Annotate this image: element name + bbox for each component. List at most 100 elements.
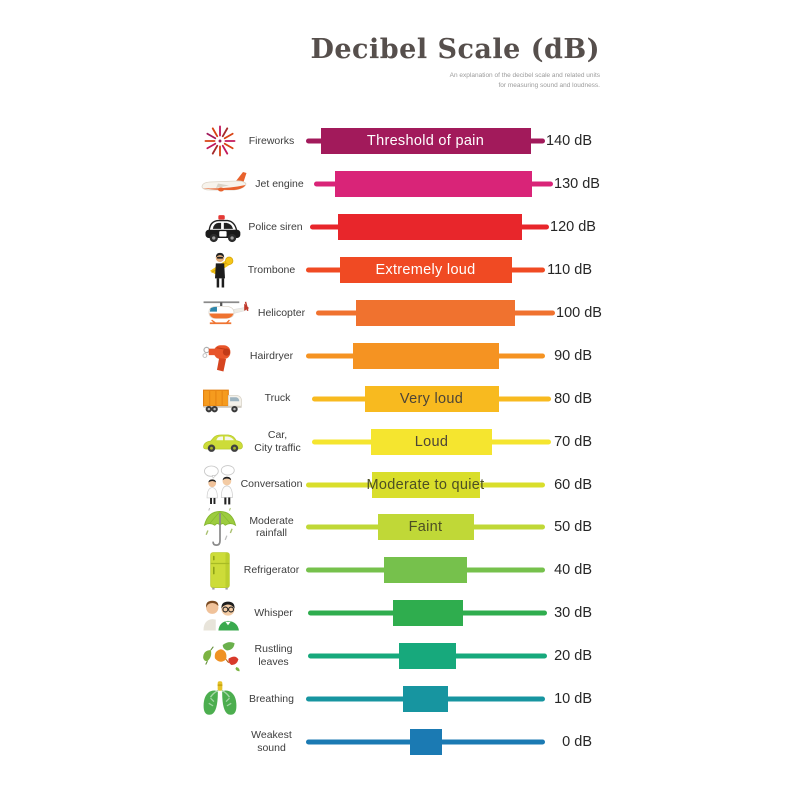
bar-track xyxy=(305,720,546,763)
source-icon-cell xyxy=(200,335,240,377)
decibel-row: Rustling leaves 20 dB xyxy=(200,635,592,678)
decibel-row: Truck Very loud 80 dB xyxy=(200,377,592,420)
db-value: 10 dB xyxy=(554,691,592,708)
source-icon-cell xyxy=(200,635,242,677)
bar-description: Moderate to quiet xyxy=(366,476,485,493)
source-label: Breathing xyxy=(249,692,294,705)
bar-track: Faint xyxy=(305,506,546,549)
subtitle-line-2: for measuring sound and loudness. xyxy=(498,82,600,90)
source-label: Weakest sound xyxy=(251,729,292,754)
decibel-row: Weakest sound 0 dB xyxy=(200,720,592,763)
bar xyxy=(399,643,456,670)
bar-track: Threshold of pain xyxy=(305,120,546,163)
source-icon-cell xyxy=(200,378,246,420)
db-value: 100 dB xyxy=(556,305,602,321)
bar xyxy=(409,728,442,755)
bar-track xyxy=(307,592,548,635)
bar: Very loud xyxy=(364,385,499,412)
refrigerator-icon xyxy=(210,552,230,590)
decibel-row: Trombone Extremely loud 110 dB xyxy=(200,249,592,292)
source-icon-cell xyxy=(200,163,248,205)
bar xyxy=(403,686,448,713)
hairdryer-icon xyxy=(202,345,231,372)
jet-engine-icon xyxy=(201,172,247,192)
bar-track xyxy=(315,292,556,335)
source-label: Car, City traffic xyxy=(254,428,301,454)
bar-track xyxy=(305,334,546,377)
source-label: Rustling leaves xyxy=(254,643,293,669)
decibel-row: Police siren 120 dB xyxy=(200,206,596,249)
decibel-row: Car, City traffic Loud 70 dB xyxy=(200,420,592,463)
whisper-icon xyxy=(203,600,239,631)
source-label: Trombone xyxy=(247,263,296,276)
bar-description: Faint xyxy=(408,519,443,536)
leaves-icon xyxy=(203,642,240,672)
source-label: Hairdryer xyxy=(249,349,294,362)
page-title: Decibel Scale (dB) xyxy=(310,34,600,65)
db-value: 120 dB xyxy=(550,219,596,236)
trombone-icon xyxy=(210,253,234,288)
source-icon-cell xyxy=(200,506,240,548)
source-icon-cell xyxy=(200,421,246,463)
source-label: Helicopter xyxy=(257,306,306,319)
bar: Extremely loud xyxy=(339,257,512,284)
truck-icon xyxy=(203,389,242,413)
bar xyxy=(335,171,532,198)
db-value: 0 dB xyxy=(562,733,592,750)
source-label: Truck xyxy=(264,392,291,405)
db-value: 70 dB xyxy=(554,433,592,450)
bar-description: Extremely loud xyxy=(375,262,476,279)
bar-track xyxy=(309,206,550,249)
rainfall-icon xyxy=(203,508,237,547)
source-icon-cell xyxy=(200,464,240,506)
bar xyxy=(352,342,499,369)
decibel-row: Breathing 10 dB xyxy=(200,678,592,721)
source-label: Moderate rainfall xyxy=(249,514,294,540)
db-value: 110 dB xyxy=(547,262,592,279)
bar: Moderate to quiet xyxy=(367,471,484,498)
db-value: 80 dB xyxy=(554,390,592,407)
bar xyxy=(392,600,463,627)
bar-track: Moderate to quiet xyxy=(305,463,546,506)
source-icon-cell xyxy=(200,120,240,162)
header: Decibel Scale (dB) An explanation of the… xyxy=(0,34,600,92)
decibel-row: Whisper 30 dB xyxy=(200,592,592,635)
db-value: 40 dB xyxy=(554,562,592,579)
db-value: 20 dB xyxy=(554,648,592,665)
lungs-icon xyxy=(203,681,237,715)
bar xyxy=(356,300,515,326)
bar-description: Loud xyxy=(414,433,449,450)
page-subtitle: An explanation of the decibel scale and … xyxy=(0,71,600,92)
source-label: Conversation xyxy=(240,478,303,491)
source-icon-cell xyxy=(200,721,240,763)
decibel-row: Hairdryer 90 dB xyxy=(200,334,592,377)
bar-description: Very loud xyxy=(399,390,464,407)
db-value: 50 dB xyxy=(554,519,592,536)
decibel-row: Fireworks Threshold of pain 140 dB xyxy=(200,120,592,163)
db-value: 140 dB xyxy=(546,133,592,150)
helicopter-icon xyxy=(203,301,250,325)
bar-track xyxy=(305,549,546,592)
police-siren-icon xyxy=(205,215,241,243)
source-label: Whisper xyxy=(254,606,293,619)
fireworks-icon xyxy=(204,125,236,157)
bar-description: Threshold of pain xyxy=(366,133,485,150)
db-value: 30 dB xyxy=(554,605,592,622)
source-icon-cell xyxy=(200,678,240,720)
source-icon-cell xyxy=(200,592,242,634)
db-value: 90 dB xyxy=(554,347,592,364)
bar xyxy=(337,214,522,241)
bar: Faint xyxy=(377,514,474,541)
source-label: Fireworks xyxy=(248,135,295,148)
decibel-rows: Fireworks Threshold of pain 140 dB Jet e… xyxy=(200,120,602,763)
decibel-row: Refrigerator 40 dB xyxy=(200,549,592,592)
car-icon xyxy=(203,434,243,452)
bar-track xyxy=(307,635,548,678)
source-icon-cell xyxy=(200,292,250,334)
bar: Loud xyxy=(371,428,492,455)
db-value: 60 dB xyxy=(554,476,592,493)
bar: Threshold of pain xyxy=(320,128,531,155)
bar-track xyxy=(305,678,546,721)
source-label: Refrigerator xyxy=(243,563,300,576)
